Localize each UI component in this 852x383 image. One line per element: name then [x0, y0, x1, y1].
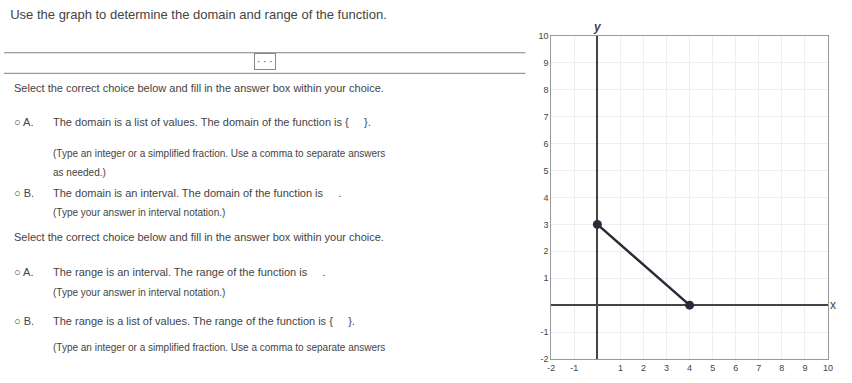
- svg-text:-1: -1: [540, 327, 548, 337]
- svg-text:7: 7: [756, 363, 761, 373]
- svg-text:Select the correct choice belo: Select the correct choice below and fill…: [14, 231, 384, 243]
- svg-text:· · ·: · · ·: [257, 56, 273, 67]
- svg-text:Select the correct choice belo: Select the correct choice below and fill…: [14, 82, 384, 94]
- svg-text:y: y: [593, 20, 602, 34]
- svg-text:(Type an integer or a simplifi: (Type an integer or a simplified fractio…: [53, 148, 385, 159]
- svg-text:8: 8: [779, 363, 784, 373]
- svg-text:10: 10: [538, 31, 548, 41]
- svg-text:4: 4: [687, 363, 692, 373]
- svg-text:(Type an integer or a simplifi: (Type an integer or a simplified fractio…: [53, 342, 385, 353]
- svg-text:Use the graph to determine the: Use the graph to determine the domain an…: [10, 7, 387, 22]
- svg-text:-2: -2: [540, 354, 548, 364]
- svg-text:-1: -1: [570, 363, 578, 373]
- svg-text:1: 1: [543, 273, 548, 283]
- svg-text:○ A.: ○ A.: [14, 116, 34, 128]
- svg-text:(Type your answer in interval: (Type your answer in interval notation.): [53, 207, 225, 218]
- svg-text:4: 4: [543, 193, 548, 203]
- svg-text:3: 3: [543, 220, 548, 230]
- svg-text:The domain is a list of values: The domain is a list of values. The doma…: [53, 116, 371, 128]
- svg-text:○ A.: ○ A.: [14, 266, 34, 278]
- svg-text:-2: -2: [547, 363, 555, 373]
- svg-text:2: 2: [641, 363, 646, 373]
- svg-text:3: 3: [664, 363, 669, 373]
- svg-text:5: 5: [543, 166, 548, 176]
- svg-text:5: 5: [710, 363, 715, 373]
- svg-text:7: 7: [543, 112, 548, 122]
- svg-text:(Type your answer in interval: (Type your answer in interval notation.): [53, 287, 225, 298]
- svg-text:○ B.: ○ B.: [14, 187, 34, 199]
- svg-text:x: x: [830, 298, 836, 312]
- svg-text:The range is an interval. The: The range is an interval. The range of t…: [53, 266, 326, 278]
- svg-text:The domain is an interval. The: The domain is an interval. The domain of…: [53, 187, 341, 199]
- svg-text:6: 6: [733, 363, 738, 373]
- svg-text:as needed.): as needed.): [53, 167, 106, 178]
- svg-text:The range is a list of values.: The range is a list of values. The range…: [53, 315, 355, 327]
- svg-text:9: 9: [543, 58, 548, 68]
- svg-text:6: 6: [543, 139, 548, 149]
- svg-text:1: 1: [618, 363, 623, 373]
- svg-text:10: 10: [823, 363, 833, 373]
- svg-text:8: 8: [543, 85, 548, 95]
- svg-text:9: 9: [802, 363, 807, 373]
- svg-text:○ B.: ○ B.: [14, 315, 34, 327]
- svg-text:2: 2: [543, 246, 548, 256]
